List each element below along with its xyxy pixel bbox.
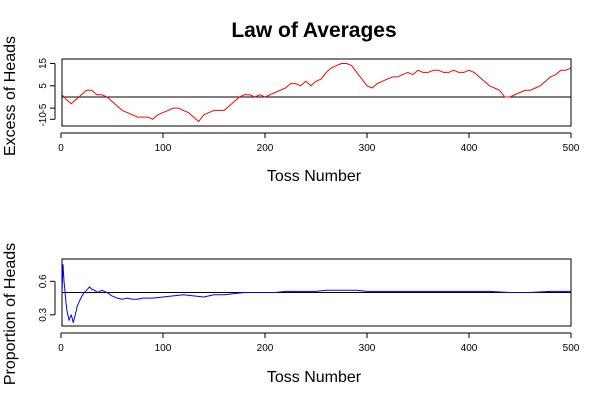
proportion-x-tick-label: 500 bbox=[563, 343, 580, 354]
proportion-x-tick-label: 300 bbox=[359, 343, 376, 354]
excess-x-tick-label: 200 bbox=[257, 143, 274, 154]
excess-plot-frame bbox=[61, 58, 572, 127]
excess-x-tick-label: 300 bbox=[359, 143, 376, 154]
proportion-x-tick-label: 200 bbox=[257, 343, 274, 354]
proportion-y-tick-label: 0.6 bbox=[38, 274, 49, 288]
excess-y-tick-label: 5 bbox=[38, 83, 49, 89]
excess-x-axis-title: Toss Number bbox=[267, 168, 362, 185]
excess-x-tick-label: 500 bbox=[563, 143, 580, 154]
excess-of-heads-panel: Excess of Heads Toss Number 0 100 200 300 40… bbox=[2, 36, 580, 185]
excess-y-tick-label: 15 bbox=[38, 57, 49, 69]
proportion-series-line bbox=[61, 264, 571, 324]
proportion-y-axis-title: Proportion of Heads bbox=[2, 243, 19, 385]
excess-y-axis-title: Excess of Heads bbox=[2, 36, 19, 156]
proportion-y-tick-label: 0.3 bbox=[38, 307, 49, 321]
proportion-x-tick-label: 100 bbox=[155, 343, 172, 354]
excess-x-tick-label: 100 bbox=[155, 143, 172, 154]
excess-x-tick-label: 0 bbox=[58, 143, 64, 154]
proportion-of-heads-panel: Proportion of Heads Toss Number 0 100 200 3… bbox=[2, 243, 580, 386]
excess-series-line bbox=[61, 63, 572, 122]
chart-title: Law of Averages bbox=[231, 19, 396, 42]
excess-y-tick-label: -10 bbox=[38, 112, 49, 127]
proportion-x-axis-title: Toss Number bbox=[267, 369, 362, 386]
excess-y-tick-label: -5 bbox=[38, 103, 49, 112]
proportion-x-tick-label: 400 bbox=[461, 343, 478, 354]
excess-x-tick-label: 400 bbox=[461, 143, 478, 154]
proportion-x-tick-label: 0 bbox=[58, 343, 64, 354]
